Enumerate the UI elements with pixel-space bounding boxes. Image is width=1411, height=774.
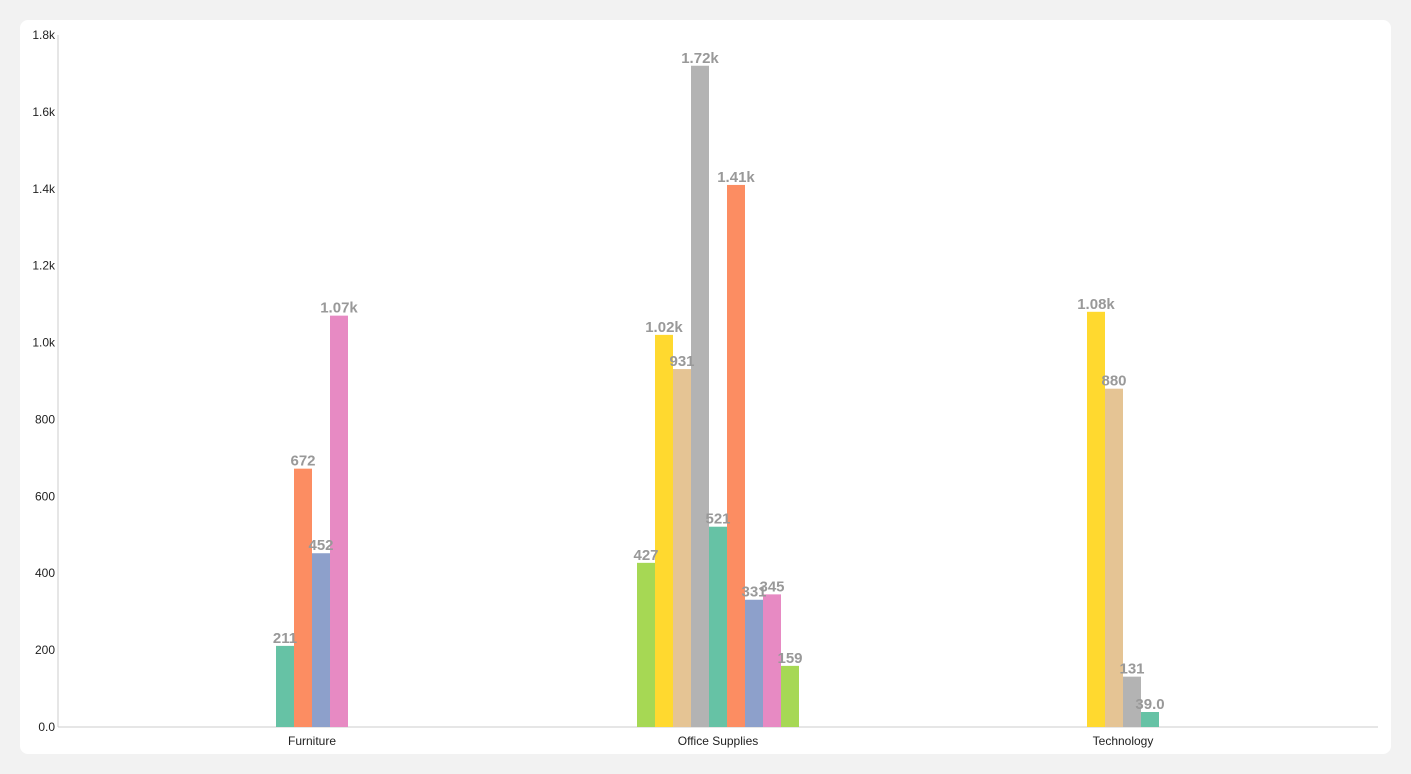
bar-value-label: 159	[777, 650, 802, 667]
bar-value-label: 345	[759, 578, 784, 595]
y-tick-label: 1.6k	[32, 105, 56, 119]
y-tick-label: 1.4k	[32, 182, 56, 196]
bar-value-label: 672	[290, 453, 315, 470]
x-tick-label: Technology	[1093, 734, 1154, 748]
bar[interactable]	[1087, 311, 1105, 727]
y-tick-label: 1.8k	[32, 28, 56, 42]
bar-value-label: 211	[273, 630, 297, 647]
bar[interactable]	[294, 468, 312, 727]
y-tick-label: 1.0k	[32, 336, 56, 350]
bar-value-label: 931	[669, 353, 694, 370]
bar[interactable]	[781, 665, 799, 727]
bar-value-label: 1.72k	[681, 50, 719, 67]
bar[interactable]	[673, 369, 691, 727]
bar-value-label: 1.08k	[1077, 296, 1115, 313]
bar[interactable]	[655, 334, 673, 727]
bar[interactable]	[1141, 712, 1159, 727]
bar[interactable]	[763, 594, 781, 727]
bar-value-label: 131	[1119, 661, 1144, 678]
bar-value-label: 880	[1101, 373, 1126, 390]
bar[interactable]	[691, 65, 709, 727]
x-tick-label: Office Supplies	[678, 734, 759, 748]
bar-value-label: 1.41k	[717, 169, 755, 186]
bar[interactable]	[727, 184, 745, 727]
bar-value-label: 521	[705, 511, 730, 528]
y-tick-label: 800	[35, 412, 55, 426]
y-tick-label: 1.2k	[32, 259, 56, 273]
bar[interactable]	[1123, 676, 1141, 727]
bar[interactable]	[276, 645, 294, 727]
chart-bars	[276, 65, 1159, 727]
bar-value-label: 39.0	[1135, 696, 1164, 713]
y-tick-label: 0.0	[38, 720, 55, 734]
x-tick-label: Furniture	[288, 734, 336, 748]
bar-value-label: 1.02k	[645, 319, 683, 336]
bar-value-label: 1.07k	[320, 300, 358, 317]
bar-value-label: 331	[741, 584, 766, 601]
bar[interactable]	[745, 599, 763, 727]
bar[interactable]	[330, 315, 348, 727]
bar[interactable]	[312, 553, 330, 727]
y-tick-label: 600	[35, 489, 55, 503]
bar[interactable]	[637, 562, 655, 727]
bar-value-label: 427	[633, 547, 658, 564]
bar[interactable]	[709, 526, 727, 727]
bar-value-label: 452	[308, 537, 333, 554]
chart-data-labels: 211 672 452 1.07k 427 1.02k 931 1.72k 521 1.41k 33…	[273, 50, 1165, 713]
y-tick-label: 400	[35, 566, 55, 580]
y-tick-label: 200	[35, 643, 55, 657]
bar[interactable]	[1105, 388, 1123, 727]
